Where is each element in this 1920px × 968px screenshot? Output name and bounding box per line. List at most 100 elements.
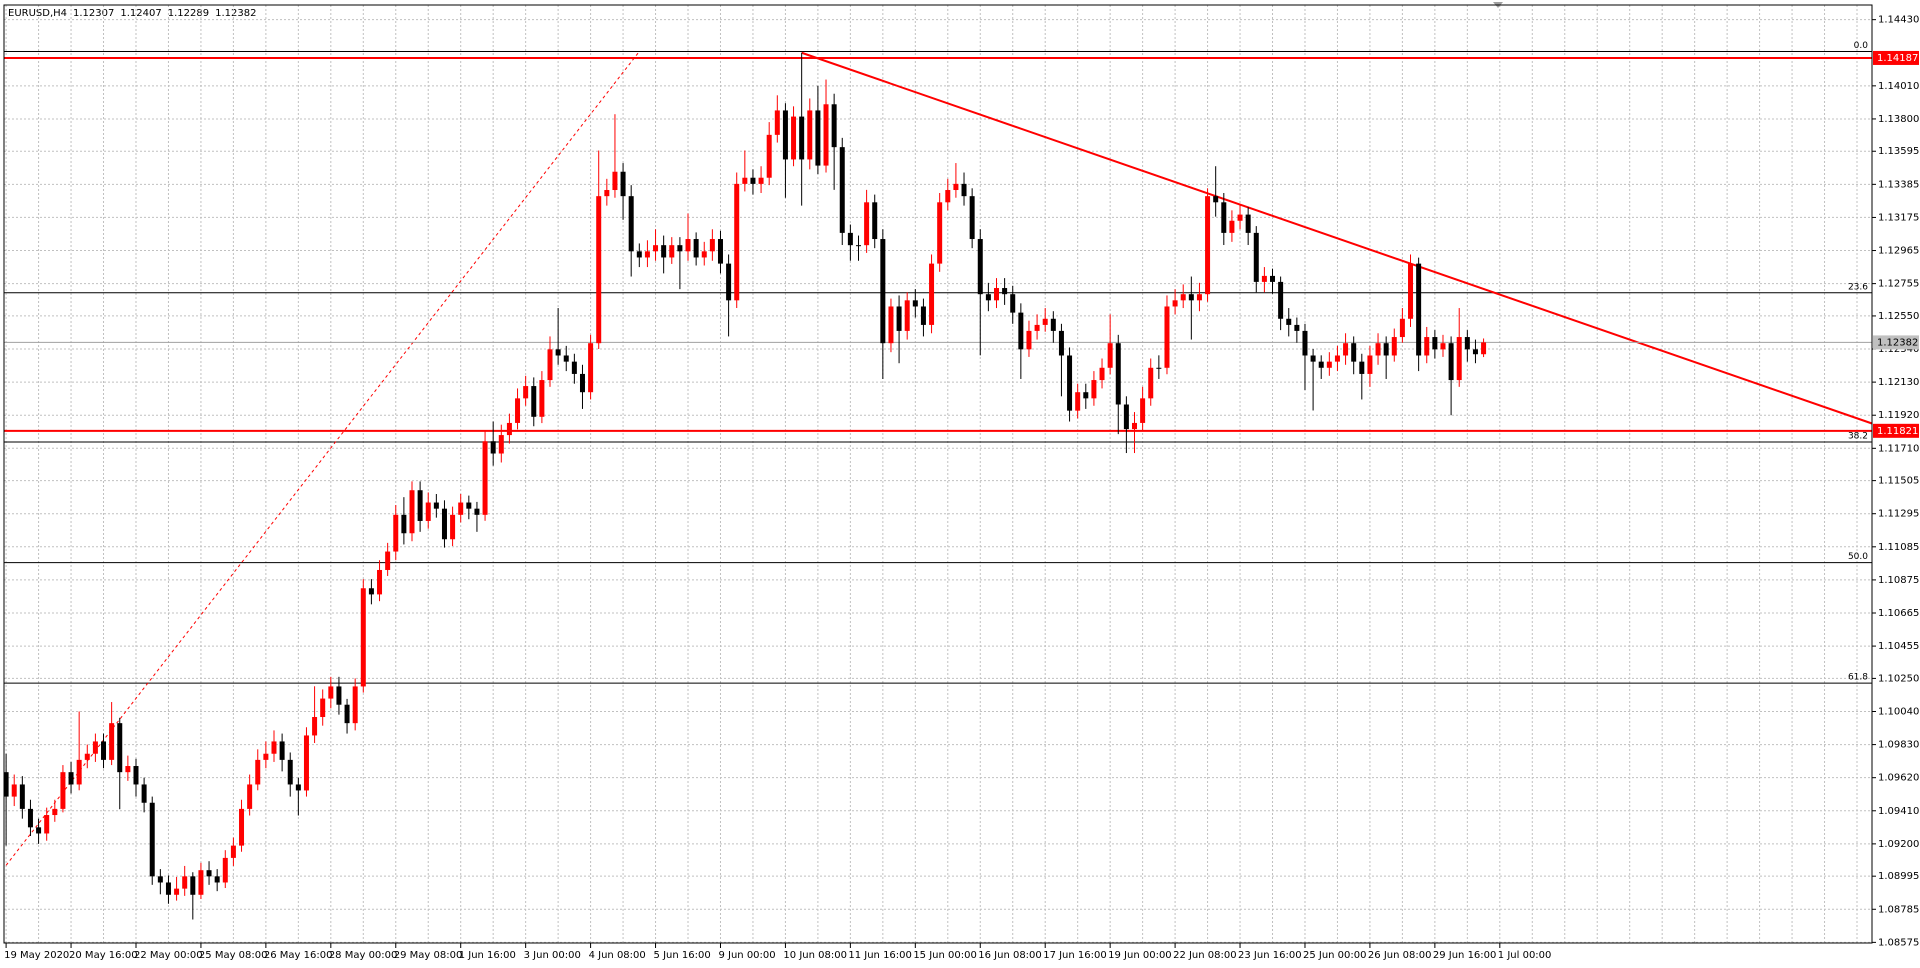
candle-body: [263, 753, 269, 760]
candle-body: [774, 110, 780, 135]
x-tick-label: 1 Jul 00:00: [1498, 950, 1552, 961]
candle-body: [758, 177, 764, 184]
candle-body: [255, 759, 261, 785]
grid: [4, 5, 1872, 943]
candle-body: [198, 870, 204, 895]
candle-body: [133, 766, 139, 785]
candle-body: [734, 183, 740, 301]
candle-body: [1391, 337, 1397, 356]
candle-body: [230, 845, 236, 858]
y-tick-label: 1.10040: [1878, 706, 1919, 717]
candle-body: [60, 772, 66, 809]
y-tick-label: 1.12965: [1878, 246, 1919, 257]
candle-body: [1075, 392, 1081, 411]
x-tick-label: 26 May 16:00: [264, 950, 333, 961]
candle-body: [961, 183, 967, 197]
y-tick-label: 1.08785: [1878, 904, 1919, 915]
candle-body: [1213, 196, 1219, 203]
x-tick-label: 29 Jun 16:00: [1433, 950, 1497, 961]
candle-body: [1326, 361, 1332, 368]
x-tick-label: 26 Jun 08:00: [1368, 950, 1432, 961]
candle-body: [1286, 318, 1292, 325]
x-tick-label: 16 Jun 08:00: [978, 950, 1042, 961]
header-high: 1.12407: [120, 8, 161, 19]
candle-body: [880, 239, 886, 344]
candle-body: [76, 759, 82, 785]
chart-header: EURUSD,H4 1.12307 1.12407 1.12289 1.12382: [8, 8, 256, 19]
candle-body: [1107, 343, 1113, 368]
candle-body: [547, 349, 553, 381]
candle-body: [482, 441, 488, 515]
candle-body: [726, 263, 732, 301]
candle-body: [320, 698, 326, 718]
candles: [3, 52, 1487, 920]
y-tick-label: 1.14430: [1878, 15, 1919, 26]
candle-body: [993, 288, 999, 301]
y-tick-label: 1.12550: [1878, 311, 1919, 322]
candle-body: [823, 104, 829, 166]
candle-body: [693, 239, 699, 258]
y-tick-label: 1.12340: [1878, 344, 1919, 355]
candle-body: [709, 239, 715, 252]
candle-body: [165, 882, 171, 895]
fibo-level-label: 0.0: [1854, 41, 1869, 51]
candle-body: [701, 251, 707, 258]
candle-body: [206, 870, 212, 877]
candle-body: [368, 588, 374, 595]
candle-body: [1115, 343, 1121, 405]
candle-body: [214, 876, 220, 883]
candle-body: [653, 245, 659, 252]
x-tick-label: 19 Jun 00:00: [1108, 950, 1172, 961]
candle-body: [1464, 337, 1470, 350]
candle-body: [1261, 275, 1267, 282]
y-tick-label: 1.10455: [1878, 641, 1919, 652]
candle-body: [222, 857, 228, 883]
horizontal-line-label: 1.14187: [1877, 53, 1918, 64]
candle-body: [1172, 300, 1178, 307]
candle-body: [433, 502, 439, 509]
candle-body: [401, 514, 407, 534]
candle-body: [571, 361, 577, 374]
candle-body: [815, 110, 821, 166]
candle-body: [1318, 361, 1324, 368]
candle-body: [636, 251, 642, 258]
candle-body: [44, 815, 50, 834]
candle-body: [937, 202, 943, 264]
y-tick-label: 1.11295: [1878, 509, 1919, 520]
x-tick-label: 22 Jun 08:00: [1173, 950, 1237, 961]
candle-body: [109, 723, 115, 760]
candle-body: [295, 784, 301, 791]
candle-body: [579, 373, 585, 393]
candle-body: [766, 134, 772, 178]
candle-body: [1083, 392, 1089, 399]
candle-body: [1424, 337, 1430, 356]
candle-body: [1050, 318, 1056, 331]
x-tick-label: 19 May 2020: [4, 950, 69, 961]
candle-body: [19, 784, 25, 809]
candle-body: [864, 202, 870, 246]
y-tick-label: 1.12755: [1878, 279, 1919, 290]
y-tick-label: 1.11085: [1878, 542, 1919, 553]
candle-body: [1058, 330, 1064, 356]
candle-body: [425, 502, 431, 521]
candle-body: [466, 502, 472, 509]
candle-body: [1148, 367, 1154, 399]
candle-body: [182, 876, 188, 889]
candle-body: [11, 784, 17, 797]
candle-body: [458, 502, 464, 515]
candle-body: [1343, 343, 1349, 356]
fibo-level-label: 38.2: [1848, 432, 1868, 442]
y-tick-label: 1.10875: [1878, 575, 1919, 586]
x-tick-label: 15 Jun 00:00: [913, 950, 977, 961]
y-tick-label: 1.13595: [1878, 146, 1919, 157]
candle-body: [1140, 398, 1146, 423]
axis: 1.14430 1.14010 1.13800 1.13595 1.13385 1.131…: [3, 4, 1919, 961]
fibo-level-label: 23.6: [1848, 282, 1868, 292]
candle-body: [474, 508, 480, 515]
candle-body: [3, 772, 9, 797]
candle-body: [953, 183, 959, 191]
x-tick-label: 25 May 08:00: [199, 950, 268, 961]
candle-body: [344, 704, 350, 724]
candle-body: [807, 110, 813, 160]
